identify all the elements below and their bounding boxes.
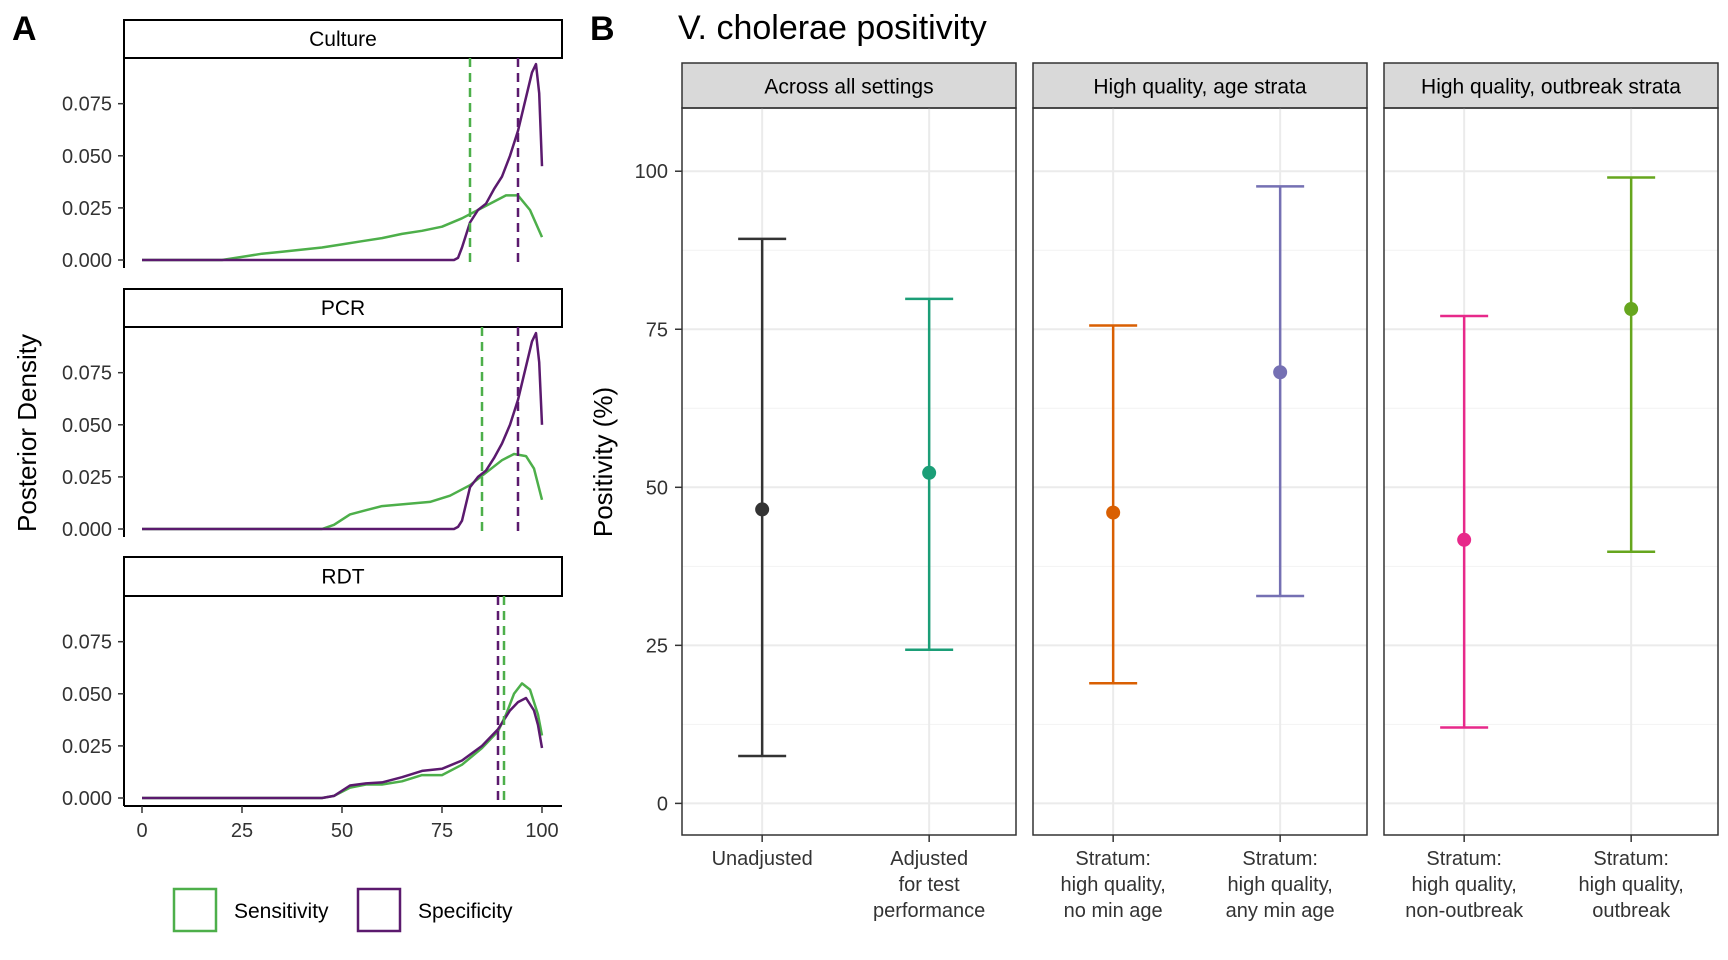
point-estimate xyxy=(755,502,770,517)
x-category-label: performance xyxy=(873,900,985,922)
density-facet-culture: Culture 0.000 0.025 0.050 0.075 xyxy=(62,19,563,272)
y-tick-label: 25 xyxy=(646,635,668,657)
x-category-label: Adjusted xyxy=(890,848,968,870)
facet-strip-label: Across all settings xyxy=(764,76,933,99)
y-tick-label: 0.025 xyxy=(62,467,112,489)
positivity-facet-high-quality-age-strata: High quality, age strata Stratum: high qua… xyxy=(1032,62,1368,922)
estimate-stratum-high-quality-any-min-age: Stratum: high quality, any min age xyxy=(1226,185,1335,922)
y-tick-label: 0.025 xyxy=(62,736,112,758)
panel-b-title: V. cholerae positivity xyxy=(678,9,987,47)
panel-a-y-axis-title: Posterior Density xyxy=(12,334,42,532)
estimate-unadjusted: Unadjusted xyxy=(712,237,813,870)
facet-strip xyxy=(681,62,1017,109)
y-tick-label: 0.050 xyxy=(62,684,112,706)
y-tick-label: 50 xyxy=(646,477,668,499)
y-tick-label: 0.075 xyxy=(62,363,112,385)
point-estimate xyxy=(1624,302,1639,317)
y-tick-label: 0.000 xyxy=(62,519,112,541)
x-category-label: for test xyxy=(899,874,961,896)
x-category-label: Stratum: xyxy=(1426,848,1502,870)
panel-b-y-axis-title: Positivity (%) xyxy=(588,387,618,537)
point-estimate xyxy=(1273,365,1288,380)
positivity-facet-across-all-settings: Across all settings Unadjusted Adjusted for… xyxy=(681,62,1017,922)
density-facet-pcr: PCR 0.000 0.025 0.050 0.075 xyxy=(62,288,563,541)
x-tick-label: 75 xyxy=(431,820,453,842)
facet-strip xyxy=(123,288,563,328)
x-category-label: Stratum: xyxy=(1593,848,1669,870)
legend-key-specificity xyxy=(356,887,402,933)
density-line-sensitivity xyxy=(142,452,544,531)
facet-strip xyxy=(123,556,563,597)
point-estimate xyxy=(1457,532,1472,547)
x-category-label: no min age xyxy=(1064,900,1163,922)
x-category-label: Unadjusted xyxy=(712,848,813,870)
legend-label-specificity: Specificity xyxy=(418,900,513,923)
density-line-sensitivity xyxy=(142,682,544,800)
facet-strip-label: Culture xyxy=(309,28,377,51)
x-category-label: non-outbreak xyxy=(1405,900,1524,922)
y-tick-label: 100 xyxy=(635,161,668,183)
panel-a-letter: A xyxy=(12,10,37,48)
y-tick-label: 0.000 xyxy=(62,250,112,272)
x-category-label: Stratum: xyxy=(1075,848,1151,870)
panel-b-letter: B xyxy=(590,10,615,48)
panel-a-density-plots: Culture 0.000 0.025 0.050 0.075 PCR 0.000 0.025… xyxy=(62,19,563,842)
facet-strip-label: High quality, age strata xyxy=(1093,76,1307,99)
y-tick-label: 0.075 xyxy=(62,94,112,116)
y-tick-label: 0.000 xyxy=(62,788,112,810)
estimate-stratum-high-quality-no-min-age: Stratum: high quality, no min age xyxy=(1061,324,1166,922)
density-line-sensitivity xyxy=(142,194,544,262)
density-facet-rdt: RDT 0.000 0.025 0.050 0.075 xyxy=(62,556,563,810)
y-tick-label: 0.050 xyxy=(62,146,112,168)
facet-strip-label: PCR xyxy=(321,297,365,320)
facet-panel-border xyxy=(1383,107,1719,836)
facet-strip-label: RDT xyxy=(321,566,364,589)
x-category-label: outbreak xyxy=(1592,900,1671,922)
y-tick-label: 0.050 xyxy=(62,415,112,437)
y-tick-label: 0.075 xyxy=(62,632,112,654)
x-tick-label: 0 xyxy=(136,820,147,842)
y-tick-label: 0.025 xyxy=(62,198,112,220)
point-estimate xyxy=(922,465,937,480)
x-category-label: any min age xyxy=(1226,900,1335,922)
facet-panel-border xyxy=(1032,107,1368,836)
x-category-label: high quality, xyxy=(1228,874,1333,896)
x-category-label: high quality, xyxy=(1061,874,1166,896)
y-tick-label: 75 xyxy=(646,319,668,341)
facet-panel-border xyxy=(681,107,1017,836)
x-category-label: high quality, xyxy=(1579,874,1684,896)
x-tick-label: 100 xyxy=(525,820,558,842)
estimate-stratum-high-quality-non-outbreak: Stratum: high quality, non-outbreak xyxy=(1405,314,1524,922)
x-category-label: Stratum: xyxy=(1242,848,1318,870)
point-estimate xyxy=(1106,505,1121,520)
density-line-specificity xyxy=(142,62,544,262)
estimate-adjusted-for-test-performance: Adjusted for test performance xyxy=(873,297,985,922)
density-line-specificity xyxy=(142,696,544,800)
density-line-specificity xyxy=(142,331,544,531)
legend-key-sensitivity xyxy=(172,887,218,933)
positivity-facet-high-quality-outbreak-strata: High quality, outbreak strata Stratum: hig… xyxy=(1383,62,1719,922)
facet-strip xyxy=(123,19,563,59)
x-category-label: high quality, xyxy=(1412,874,1517,896)
y-tick-label: 0 xyxy=(657,793,668,815)
x-tick-label: 25 xyxy=(231,820,253,842)
estimate-stratum-high-quality-outbreak: Stratum: high quality, outbreak xyxy=(1579,176,1684,922)
legend-label-sensitivity: Sensitivity xyxy=(234,900,329,923)
facet-strip xyxy=(1383,62,1719,109)
x-tick-label: 50 xyxy=(331,820,353,842)
panel-a-legend: Sensitivity Specificity xyxy=(172,887,513,933)
facet-strip-label: High quality, outbreak strata xyxy=(1421,76,1681,99)
